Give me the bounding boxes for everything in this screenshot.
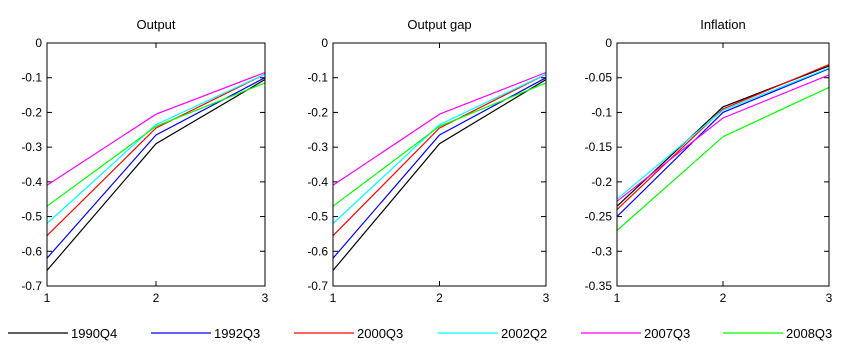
series-line-1992Q3 <box>332 77 547 259</box>
y-tick-label: -0.1 <box>591 105 612 119</box>
series-line-1990Q4 <box>46 78 266 271</box>
plot-frame <box>46 42 266 287</box>
panel-3: Inflation 0 -0.05 -0.1 -0.15 -0.2 -0.25 -0.3 -0.… <box>585 17 833 305</box>
y-tick-label: -0.1 <box>21 71 42 85</box>
legend-item: 2007Q3 <box>581 326 690 341</box>
legend-label: 1992Q3 <box>214 326 260 341</box>
y-tick-label: -0.4 <box>307 175 328 189</box>
x-tick-label: 3 <box>543 291 550 305</box>
legend-label: 1990Q4 <box>71 326 117 341</box>
plot-frame <box>332 42 547 287</box>
series-line-2007Q3 <box>46 71 266 186</box>
y-tick-label: -0.3 <box>21 140 42 154</box>
x-tick-label: 3 <box>826 291 833 305</box>
series-line-2008Q3 <box>616 86 830 231</box>
y-tick-label: -0.05 <box>585 71 613 85</box>
series-line-1992Q3 <box>46 77 266 259</box>
series-line-1992Q3 <box>616 68 830 218</box>
legend-item: 1990Q4 <box>8 326 117 341</box>
y-tick-label: -0.6 <box>307 244 328 258</box>
y-tick-label: -0.2 <box>21 105 42 119</box>
panel-title: Output gap <box>407 17 471 32</box>
panel-title: Inflation <box>700 17 746 32</box>
y-tick-label: -0.15 <box>585 140 613 154</box>
plot-frame <box>616 42 830 287</box>
legend-label: 2007Q3 <box>644 326 690 341</box>
x-tick-label: 3 <box>262 291 269 305</box>
x-tick-label: 1 <box>44 291 51 305</box>
series-line-2002Q2 <box>332 73 547 224</box>
series-line-2007Q3 <box>616 74 830 202</box>
x-tick-label: 2 <box>720 291 727 305</box>
legend-item: 2008Q3 <box>723 326 832 341</box>
y-tick-label: -0.4 <box>21 175 42 189</box>
panel-2: Output gap 0 -0.1 -0.2 -0.3 -0.4 -0.5 -0.6 -0.71… <box>307 17 549 305</box>
y-tick-label: -0.2 <box>307 105 328 119</box>
legend-label: 2002Q2 <box>501 326 547 341</box>
y-tick-label: -0.6 <box>21 244 42 258</box>
y-tick-label: 0 <box>605 36 612 50</box>
y-tick-label: -0.3 <box>591 244 612 258</box>
legend-item: 2002Q2 <box>438 326 547 341</box>
series-line-2007Q3 <box>332 71 547 186</box>
y-tick-label: -0.25 <box>585 210 613 224</box>
panel-title: Output <box>136 17 175 32</box>
y-tick-label: 0 <box>35 36 42 50</box>
series-line-2002Q2 <box>46 73 266 224</box>
legend-label: 2000Q3 <box>357 326 403 341</box>
series-line-1990Q4 <box>332 78 547 271</box>
series-line-2000Q3 <box>46 73 266 237</box>
legend-label: 2008Q3 <box>786 326 832 341</box>
y-tick-label: 0 <box>321 36 328 50</box>
y-tick-label: -0.5 <box>307 210 328 224</box>
y-tick-label: -0.3 <box>307 140 328 154</box>
series-line-2008Q3 <box>332 82 547 207</box>
y-tick-label: -0.5 <box>21 210 42 224</box>
x-tick-label: 2 <box>436 291 443 305</box>
y-tick-label: -0.2 <box>591 175 612 189</box>
y-tick-label: -0.7 <box>21 279 42 293</box>
y-tick-label: -0.35 <box>585 279 613 293</box>
legend-item: 1992Q3 <box>151 326 260 341</box>
y-tick-label: -0.1 <box>307 71 328 85</box>
series-line-2008Q3 <box>46 82 266 207</box>
panel-1: Output 0 -0.1 -0.2 -0.3 -0.4 -0.5 -0.6 -0.71 2 3 <box>21 17 268 305</box>
x-tick-label: 1 <box>330 291 337 305</box>
series-line-2000Q3 <box>332 73 547 237</box>
legend-item: 2000Q3 <box>294 326 403 341</box>
x-tick-label: 2 <box>153 291 160 305</box>
chart-legend: 1990Q4 1992Q3 2000Q3 2002Q2 2007Q3 2008Q3 <box>8 326 832 341</box>
x-tick-label: 1 <box>614 291 621 305</box>
series-line-2000Q3 <box>616 63 830 211</box>
series-line-2002Q2 <box>616 67 830 200</box>
y-tick-label: -0.7 <box>307 279 328 293</box>
